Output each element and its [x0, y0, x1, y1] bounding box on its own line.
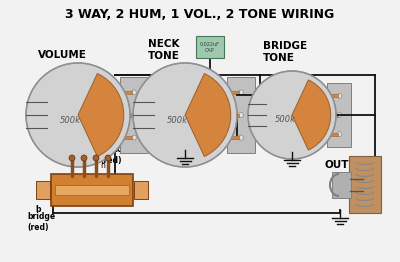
Circle shape [69, 155, 75, 161]
FancyBboxPatch shape [226, 77, 255, 153]
FancyBboxPatch shape [121, 136, 132, 139]
FancyBboxPatch shape [332, 172, 351, 198]
FancyBboxPatch shape [228, 91, 240, 94]
Text: n: n [100, 161, 105, 170]
Circle shape [133, 63, 237, 167]
Wedge shape [78, 74, 124, 156]
Text: b: b [35, 205, 40, 215]
Text: 500k: 500k [167, 116, 188, 125]
FancyBboxPatch shape [120, 77, 148, 153]
FancyBboxPatch shape [328, 113, 338, 117]
FancyBboxPatch shape [121, 91, 132, 94]
Circle shape [81, 155, 87, 161]
Circle shape [238, 90, 243, 95]
FancyBboxPatch shape [327, 83, 351, 147]
FancyBboxPatch shape [196, 36, 224, 58]
Text: VOLUME: VOLUME [38, 50, 87, 60]
FancyBboxPatch shape [328, 133, 338, 136]
Circle shape [337, 132, 342, 137]
Circle shape [131, 112, 136, 117]
Circle shape [105, 155, 111, 161]
Text: 500k: 500k [60, 116, 81, 125]
Circle shape [337, 112, 342, 117]
Circle shape [248, 71, 336, 159]
FancyBboxPatch shape [349, 156, 381, 213]
FancyBboxPatch shape [121, 113, 132, 117]
Circle shape [337, 93, 342, 98]
FancyBboxPatch shape [228, 113, 240, 117]
FancyBboxPatch shape [55, 185, 129, 195]
Text: 3 WAY, 2 HUM, 1 VOL., 2 TONE WIRING: 3 WAY, 2 HUM, 1 VOL., 2 TONE WIRING [65, 8, 335, 20]
Text: bridge
(red): bridge (red) [27, 212, 55, 232]
Circle shape [26, 63, 130, 167]
Circle shape [131, 135, 136, 140]
Wedge shape [185, 74, 231, 156]
FancyBboxPatch shape [51, 174, 133, 206]
FancyBboxPatch shape [328, 94, 338, 97]
Circle shape [238, 112, 243, 117]
FancyBboxPatch shape [36, 181, 50, 199]
Text: NECK
TONE: NECK TONE [148, 39, 180, 61]
Text: 0.022uF: 0.022uF [200, 41, 220, 46]
Circle shape [93, 155, 99, 161]
Text: OUTPUT: OUTPUT [324, 160, 372, 170]
Text: BRIDGE
TONE: BRIDGE TONE [263, 41, 307, 63]
Circle shape [131, 90, 136, 95]
Text: 500k: 500k [275, 115, 296, 124]
Wedge shape [292, 80, 331, 150]
Circle shape [238, 135, 243, 140]
Text: neck
(red): neck (red) [100, 145, 122, 165]
FancyBboxPatch shape [134, 181, 148, 199]
Text: CAP: CAP [205, 48, 215, 53]
FancyBboxPatch shape [228, 136, 240, 139]
